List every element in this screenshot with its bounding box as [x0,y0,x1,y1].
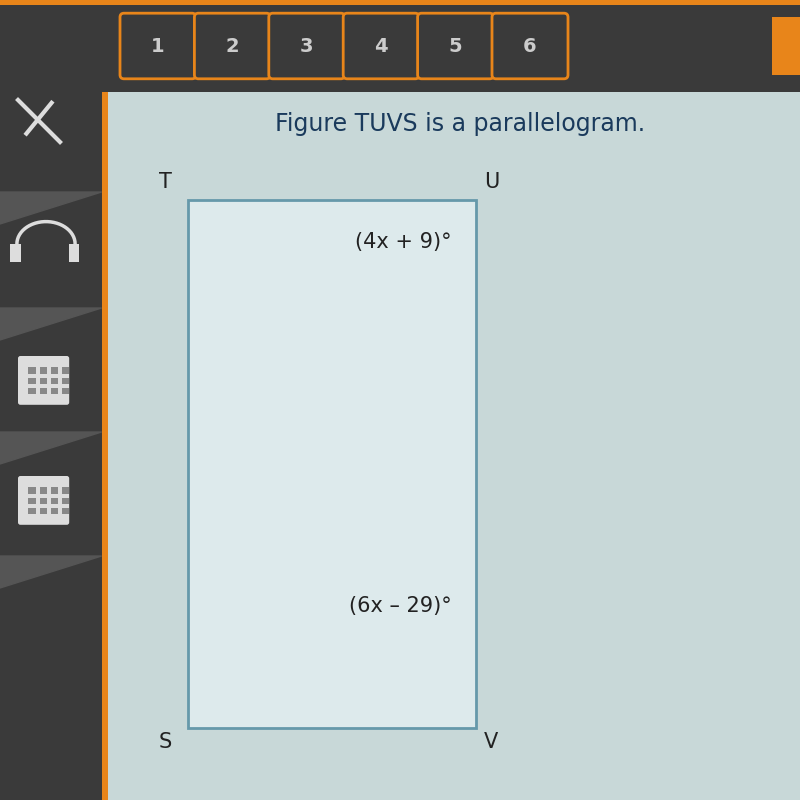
Bar [51,367,58,374]
FancyBboxPatch shape [18,356,70,405]
Text: (4x + 9)°: (4x + 9)° [355,232,452,252]
Text: 3: 3 [300,37,314,55]
Text: V: V [484,732,498,752]
Bar [0,0,800,92]
Text: 6: 6 [523,37,537,55]
FancyBboxPatch shape [120,14,196,79]
Bar [108,92,800,800]
Bar [29,388,36,394]
Bar [29,367,36,374]
Bar [188,200,476,728]
Text: 2: 2 [226,37,239,55]
Polygon shape [0,308,102,340]
Bar [772,18,800,75]
Bar [62,487,70,494]
FancyBboxPatch shape [418,14,494,79]
Bar [40,498,46,504]
Bar [10,244,21,262]
Bar [51,378,58,384]
Bar [40,388,46,394]
Bar [29,378,36,384]
Bar [51,487,58,494]
Bar [29,508,36,514]
Text: U: U [484,172,499,192]
Text: T: T [159,172,172,192]
Bar [0,0,800,5]
Bar [69,244,79,262]
Bar [51,508,58,514]
Text: 1: 1 [151,37,165,55]
FancyBboxPatch shape [18,476,70,525]
Bar [102,92,108,800]
Text: 5: 5 [449,37,462,55]
Polygon shape [0,556,102,588]
Text: S: S [158,732,172,752]
Bar [40,367,46,374]
Bar [40,378,46,384]
Text: (6x – 29)°: (6x – 29)° [350,596,452,616]
Text: Figure TUVS is a parallelogram.: Figure TUVS is a parallelogram. [275,112,645,136]
Bar [29,498,36,504]
Bar [51,388,58,394]
FancyBboxPatch shape [343,14,419,79]
FancyBboxPatch shape [194,14,270,79]
Bar [62,367,70,374]
Bar [0,92,108,800]
Polygon shape [0,192,102,224]
Bar [29,487,36,494]
FancyBboxPatch shape [492,14,568,79]
Bar [40,508,46,514]
Bar [62,388,70,394]
FancyBboxPatch shape [269,14,345,79]
Polygon shape [0,432,102,464]
Bar [51,498,58,504]
Bar [62,378,70,384]
Bar [62,498,70,504]
Bar [40,487,46,494]
Text: 4: 4 [374,37,388,55]
Bar [62,508,70,514]
